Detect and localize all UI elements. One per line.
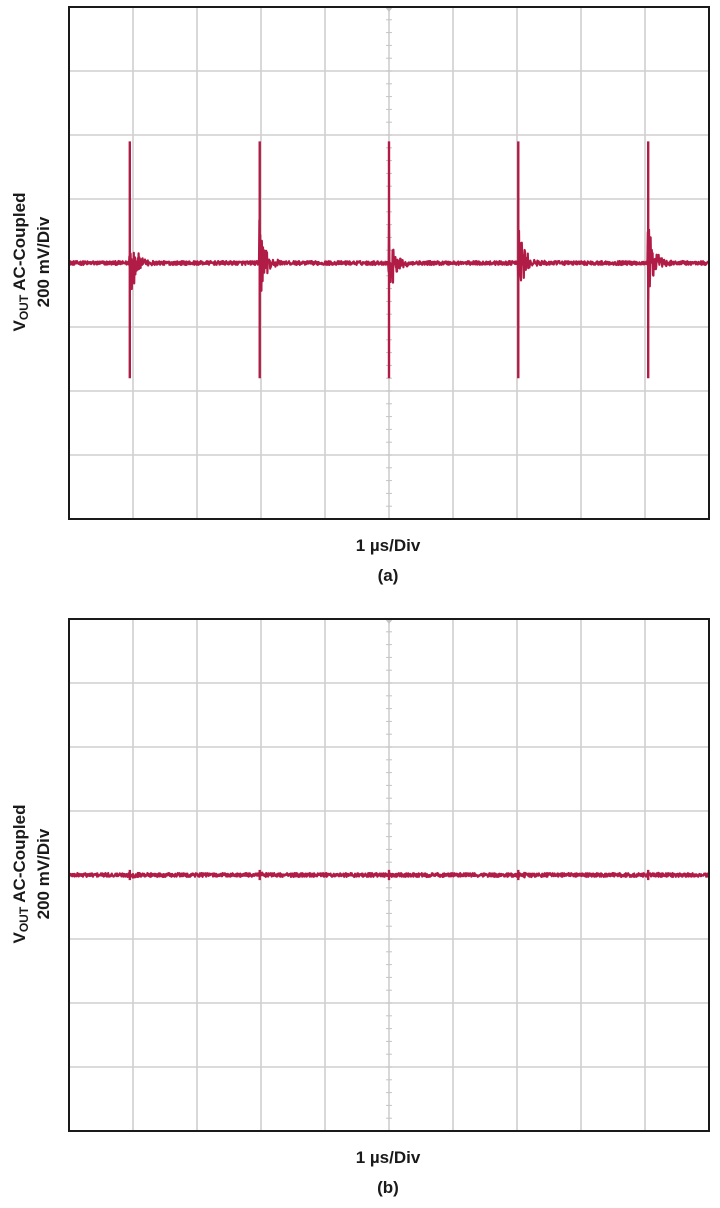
y-label-rest: AC-Coupled <box>10 804 29 907</box>
y-label-scale: 200 mV/Div <box>34 216 53 308</box>
plot-frame <box>68 618 710 1132</box>
trigger-marker <box>385 619 393 624</box>
y-axis-label-text: VOUT AC-Coupled 200 mV/Div <box>10 805 54 944</box>
plot-frame <box>68 6 710 520</box>
y-label-rest: AC-Coupled <box>10 192 29 295</box>
panel-caption: (b) <box>377 1178 399 1197</box>
x-axis-label: 1 µs/Div <box>355 536 421 555</box>
y-axis-label-text: VOUT AC-Coupled 200 mV/Div <box>10 193 54 332</box>
scope-panel-a: VOUT AC-Coupled 200 mV/Div 1 µs/Div (a) <box>0 0 720 600</box>
y-label-scale: 200 mV/Div <box>34 828 53 920</box>
scope-plot <box>68 618 710 1132</box>
trigger-marker <box>385 7 393 12</box>
y-label-v: V <box>10 932 29 944</box>
scope-panel-b: VOUT AC-Coupled 200 mV/Div 1 µs/Div (b) <box>0 612 720 1208</box>
panel-caption: (a) <box>377 566 399 585</box>
x-axis-label: 1 µs/Div <box>355 1148 421 1167</box>
y-label-sub: OUT <box>17 906 31 933</box>
y-label-sub: OUT <box>17 294 31 321</box>
y-label-v: V <box>10 320 29 332</box>
scope-plot <box>68 6 710 520</box>
